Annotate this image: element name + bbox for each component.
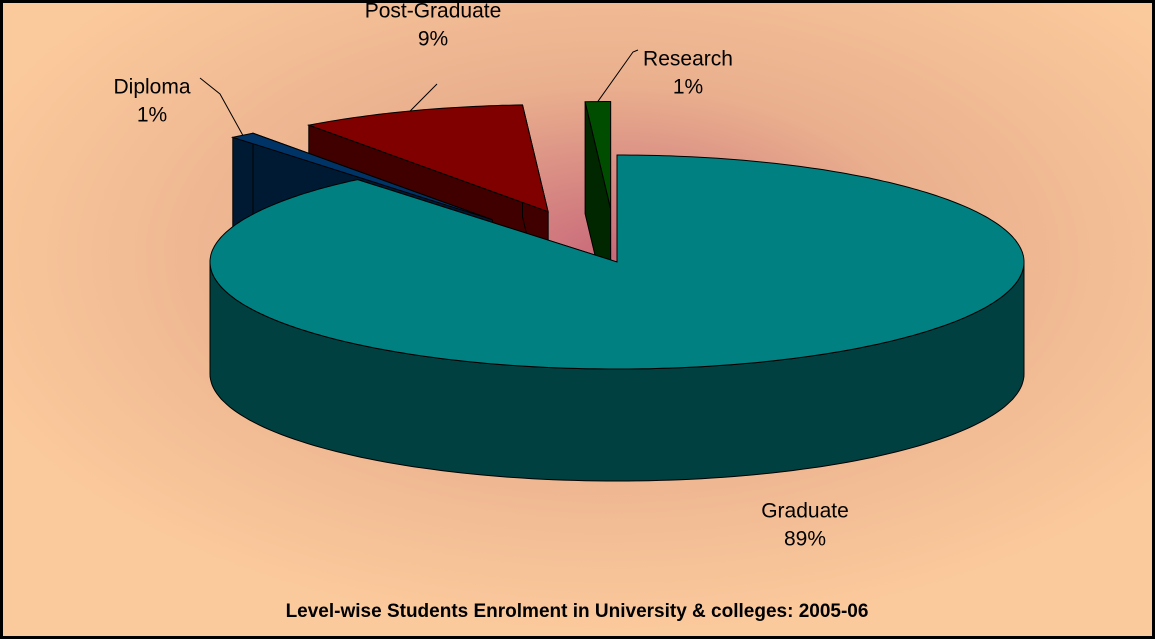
slice-value-label: 1% — [137, 104, 167, 127]
leader-line — [409, 83, 438, 112]
slice-label: Graduate — [761, 500, 849, 523]
plot-area: Graduate 89% Diploma 1% Post-Graduate 9% Resea… — [113, 0, 1025, 551]
slice-label: Research — [643, 48, 733, 71]
slice-label: Diploma — [113, 76, 190, 99]
leader-line — [597, 49, 639, 102]
slice-value-label: 1% — [673, 76, 703, 99]
slice-top — [209, 154, 1025, 370]
chart-title: Level-wise Students Enrolment in Univers… — [286, 601, 869, 622]
slice-value-label: 9% — [418, 28, 448, 51]
slice-value-label: 89% — [784, 528, 826, 551]
slice-label: Post-Graduate — [365, 0, 502, 23]
leader-line — [199, 77, 244, 136]
